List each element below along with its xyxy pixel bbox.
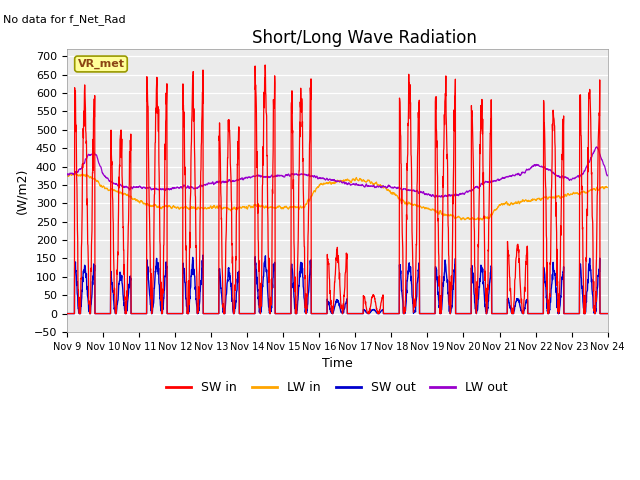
X-axis label: Time: Time (322, 357, 353, 370)
Text: No data for f_Net_Rad: No data for f_Net_Rad (3, 14, 126, 25)
Title: Short/Long Wave Radiation: Short/Long Wave Radiation (252, 29, 477, 48)
Y-axis label: (W/m2): (W/m2) (15, 167, 28, 214)
Legend: SW in, LW in, SW out, LW out: SW in, LW in, SW out, LW out (161, 376, 513, 399)
Text: VR_met: VR_met (77, 59, 124, 69)
